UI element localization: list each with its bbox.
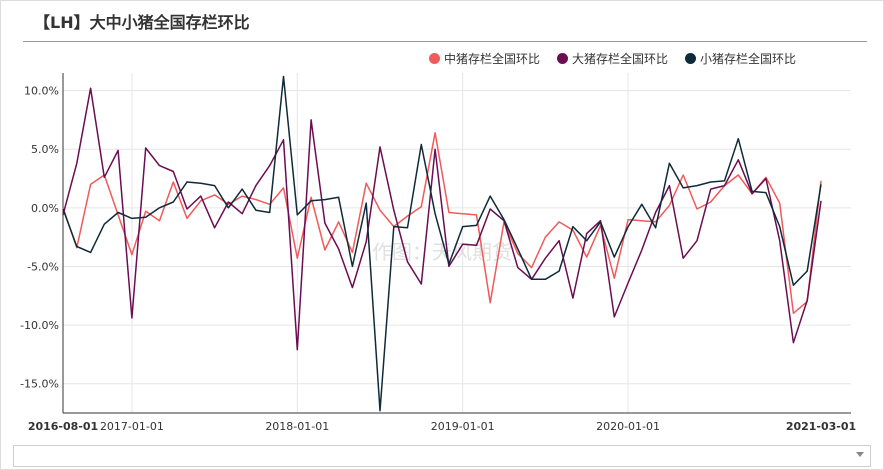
- legend: 中猪存栏全国环比 大猪存栏全国环比 小猪存栏全国环比: [1, 48, 883, 68]
- x-tick-label: 2019-01-01: [431, 420, 495, 433]
- y-tick-label: -15.0%: [20, 378, 59, 391]
- x-tick-label: 2020-01-01: [596, 420, 660, 433]
- chevron-down-icon[interactable]: [856, 452, 864, 457]
- legend-label-mid: 中猪存栏全国环比: [444, 51, 541, 66]
- legend-item-small[interactable]: 小猪存栏全国环比: [685, 48, 796, 68]
- y-tick-label: -5.0%: [27, 260, 59, 273]
- legend-dot-icon: [685, 52, 696, 64]
- x-tick-label: 2018-01-01: [265, 420, 329, 433]
- title-divider: [23, 41, 867, 42]
- legend-label-large: 大猪存栏全国环比: [572, 51, 669, 66]
- series-line-0: [62, 132, 822, 315]
- series-line-1: [62, 87, 822, 351]
- horizontal-scrollbar[interactable]: [13, 445, 871, 467]
- x-tick-label: 2021-03-01: [786, 420, 856, 433]
- y-tick-label: -10.0%: [20, 319, 59, 332]
- legend-dot-icon: [429, 52, 440, 64]
- chart-title: 【LH】大中小猪全国存栏环比: [34, 13, 250, 32]
- line-chart: 10.0% 5.0% 0.0% -5.0% -10.0% -15.0% 2016-08-01…: [20, 73, 856, 433]
- x-tick-label: 2016-08-01: [28, 420, 98, 433]
- y-tick-label: 5.0%: [31, 143, 59, 156]
- legend-item-mid[interactable]: 中猪存栏全国环比: [429, 48, 540, 68]
- legend-item-large[interactable]: 大猪存栏全国环比: [557, 48, 668, 68]
- x-tick-label: 2017-01-01: [100, 420, 164, 433]
- legend-dot-icon: [557, 52, 568, 64]
- series-line-2: [62, 75, 822, 412]
- watermark: 作图：天风期货: [372, 240, 512, 264]
- y-tick-label: 0.0%: [31, 202, 59, 215]
- legend-label-small: 小猪存栏全国环比: [700, 51, 797, 66]
- y-tick-label: 10.0%: [24, 85, 59, 98]
